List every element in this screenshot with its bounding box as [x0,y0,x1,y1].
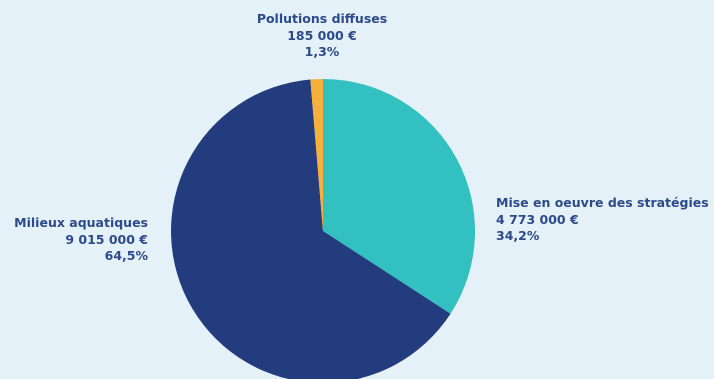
slice-amount-mise-en-oeuvre: 4 773 000 € [496,211,579,227]
slice-label-milieux-aquatiques: Milieux aquatiques 9 015 000 € 64,5% [14,215,148,265]
slice-amount-milieux-aquatiques: 9 015 000 € [65,231,148,247]
slice-label-pollutions-diffuses: Pollutions diffuses 185 000 € 1,3% [232,11,412,61]
slice-percent-mise-en-oeuvre: 34,2% [496,228,540,243]
slice-name-pollutions-diffuses: Pollutions diffuses [256,11,388,26]
slice-name-milieux-aquatiques: Milieux aquatiques [14,215,148,230]
pie-slice-milieux-aquatiques [170,79,451,379]
slice-name-mise-en-oeuvre: Mise en oeuvre des stratégies [496,195,709,210]
pie-slice-pollutions-diffuses [310,79,323,231]
slice-amount-pollutions-diffuses: 185 000 € [287,27,357,43]
slice-percent-milieux-aquatiques: 64,5% [104,248,148,263]
slice-label-mise-en-oeuvre: Mise en oeuvre des stratégies 4 773 000 … [496,195,709,245]
pie-slice-mise-en-oeuvre [323,79,475,314]
slice-percent-pollutions-diffuses: 1,3% [304,44,340,59]
